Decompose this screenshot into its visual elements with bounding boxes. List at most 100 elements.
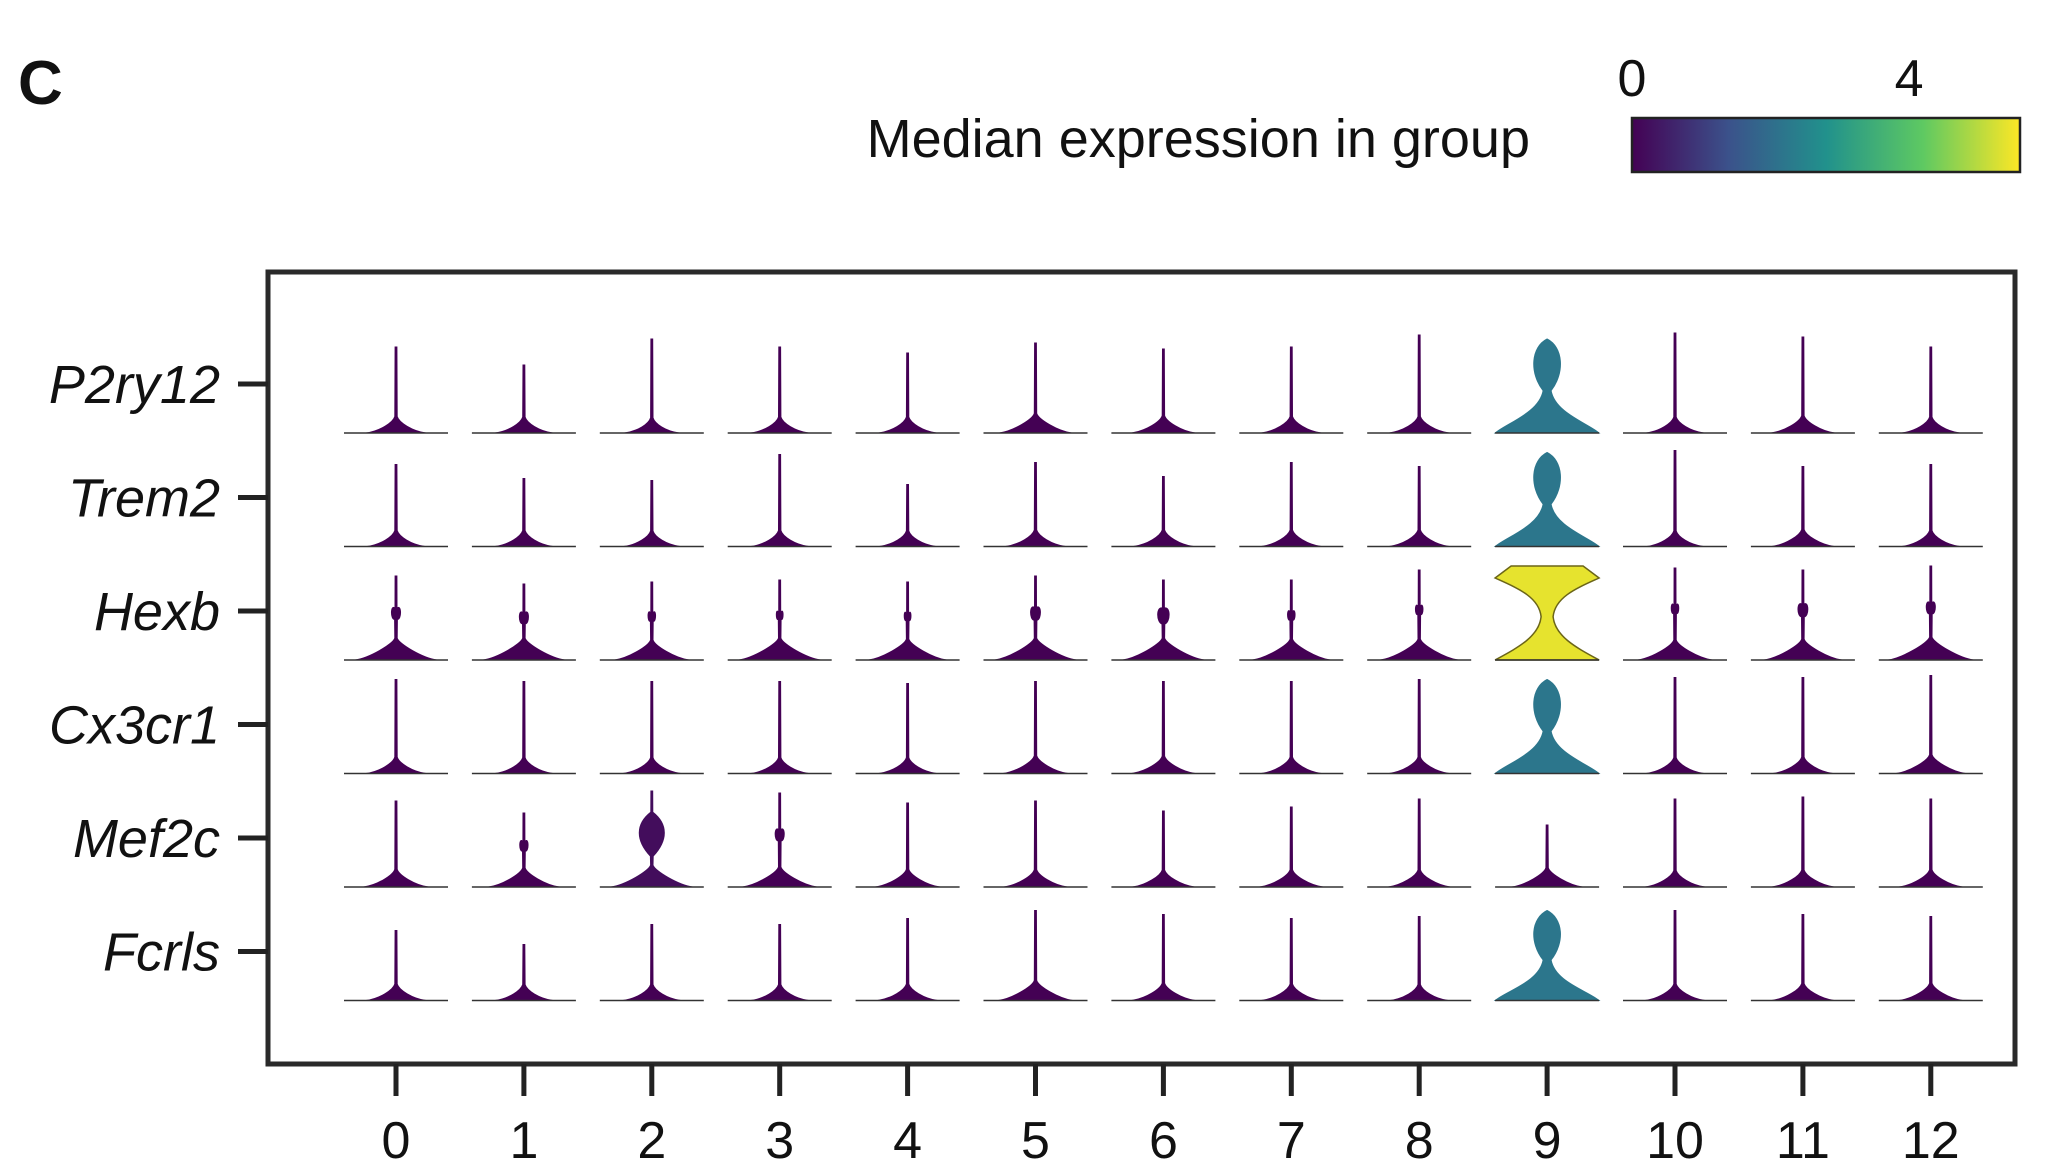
violin-trem2-cluster-1 xyxy=(494,478,553,547)
violin-mef2c-cluster-11 xyxy=(1771,796,1835,888)
violin-mef2c-cluster-8 xyxy=(1388,798,1451,888)
cluster-label-11: 11 xyxy=(1776,1112,1830,1170)
colorbar-tick-label: 0 xyxy=(1618,50,1647,108)
violin-hexb-cluster-6 xyxy=(1122,579,1205,661)
gene-label-hexb: Hexb xyxy=(94,582,220,642)
violin-hexb-cluster-12 xyxy=(1888,565,1974,661)
violin-fcrls-cluster-6 xyxy=(1131,914,1196,1001)
violin-mef2c-cluster-1 xyxy=(488,812,560,888)
violin-trem2-cluster-4 xyxy=(879,484,936,547)
cluster-label-0: 0 xyxy=(382,1112,411,1170)
violin-p2ry12-cluster-8 xyxy=(1389,334,1450,434)
violin-p2ry12-cluster-1 xyxy=(494,364,553,434)
x-axis: 0 1 2 3 4 5 6 7 8 9 10 11 12 xyxy=(382,1064,1960,1170)
violin-cx3cr1-cluster-10 xyxy=(1646,677,1704,774)
violin-hexb-cluster-10 xyxy=(1637,567,1713,661)
violin-cx3cr1-cluster-12 xyxy=(1896,675,1966,774)
violin-group xyxy=(344,332,1983,1002)
violin-hexb-cluster-5 xyxy=(994,575,1077,661)
cluster-label-10: 10 xyxy=(1646,1112,1704,1170)
violin-hexb-cluster-3 xyxy=(738,579,821,661)
violin-trem2-cluster-3 xyxy=(750,454,809,547)
violin-mef2c-cluster-3 xyxy=(742,792,817,888)
violin-hexb-cluster-0 xyxy=(355,575,437,661)
violin-trem2-cluster-10 xyxy=(1646,450,1704,547)
violin-fcrls-cluster-11 xyxy=(1771,914,1835,1001)
violin-hexb-cluster-11 xyxy=(1763,569,1842,661)
violin-hexb-cluster-4 xyxy=(868,581,947,661)
cluster-label-7: 7 xyxy=(1277,1112,1306,1170)
violin-hexb-cluster-8 xyxy=(1380,569,1459,661)
violin-hexb-cluster-2 xyxy=(614,581,690,661)
violin-fcrls-cluster-10 xyxy=(1644,910,1706,1001)
violin-trem2-cluster-6 xyxy=(1133,476,1194,547)
cluster-label-2: 2 xyxy=(637,1112,666,1170)
violin-p2ry12-cluster-7 xyxy=(1261,346,1322,434)
violin-p2ry12-cluster-5 xyxy=(999,342,1072,434)
violin-mef2c-cluster-6 xyxy=(1132,810,1195,888)
violin-p2ry12-cluster-11 xyxy=(1771,336,1835,434)
panel-label: C xyxy=(18,49,63,118)
violin-mef2c-cluster-9 xyxy=(1511,824,1583,888)
violin-mef2c-cluster-2 xyxy=(610,790,693,888)
violin-p2ry12-cluster-0 xyxy=(365,346,427,434)
violin-fcrls-cluster-0 xyxy=(365,930,427,1001)
violin-fcrls-cluster-12 xyxy=(1898,916,1963,1001)
violin-p2ry12-cluster-3 xyxy=(750,346,809,434)
gene-label-mef2c: Mef2c xyxy=(73,809,220,869)
violin-fcrls-cluster-1 xyxy=(494,944,553,1001)
plot-frame xyxy=(265,269,2018,1067)
colorbar-tick-label: 4 xyxy=(1895,50,1924,108)
violin-cx3cr1-cluster-8 xyxy=(1389,679,1450,774)
violin-mef2c-cluster-4 xyxy=(875,802,941,888)
violin-mef2c-cluster-12 xyxy=(1898,798,1963,888)
violin-mef2c-cluster-5 xyxy=(1003,800,1068,888)
violin-trem2-cluster-12 xyxy=(1901,464,1960,547)
violin-p2ry12-cluster-6 xyxy=(1131,348,1196,434)
gene-label-p2ry12: P2ry12 xyxy=(49,355,220,415)
violin-fcrls-cluster-9 xyxy=(1493,909,1601,1001)
violin-fcrls-cluster-5 xyxy=(998,910,1073,1001)
gene-label-cx3cr1: Cx3cr1 xyxy=(49,696,220,756)
violin-fcrls-cluster-2 xyxy=(622,924,681,1001)
violin-trem2-cluster-0 xyxy=(367,464,425,547)
violin-cx3cr1-cluster-5 xyxy=(1002,681,1069,774)
violin-cx3cr1-cluster-9 xyxy=(1493,678,1601,774)
gene-label-fcrls: Fcrls xyxy=(103,923,220,983)
y-axis: P2ry12 Trem2 Hexb Cx3cr1 Mef2c Fcrls xyxy=(49,355,268,983)
violin-p2ry12-cluster-10 xyxy=(1646,332,1704,434)
violin-cx3cr1-cluster-0 xyxy=(365,679,427,774)
cluster-label-1: 1 xyxy=(509,1112,538,1170)
violin-cx3cr1-cluster-7 xyxy=(1261,681,1322,774)
violin-cx3cr1-cluster-6 xyxy=(1131,681,1196,774)
violin-cx3cr1-cluster-11 xyxy=(1772,677,1833,774)
violin-cx3cr1-cluster-3 xyxy=(750,681,809,774)
cluster-label-9: 9 xyxy=(1533,1112,1562,1170)
violin-hexb-cluster-7 xyxy=(1252,579,1331,661)
violin-cx3cr1-cluster-2 xyxy=(622,681,681,774)
violin-p2ry12-cluster-2 xyxy=(624,338,680,434)
cluster-label-4: 4 xyxy=(893,1112,922,1170)
violin-hexb-cluster-9 xyxy=(1493,565,1601,661)
violin-mef2c-cluster-0 xyxy=(363,800,429,888)
colorbar-title: Median expression in group xyxy=(867,109,1530,169)
cluster-label-8: 8 xyxy=(1405,1112,1434,1170)
cluster-label-6: 6 xyxy=(1149,1112,1178,1170)
cluster-label-5: 5 xyxy=(1021,1112,1050,1170)
violin-trem2-cluster-5 xyxy=(1005,462,1066,547)
violin-hexb-cluster-1 xyxy=(483,583,565,661)
violin-fcrls-cluster-7 xyxy=(1261,918,1322,1001)
violin-trem2-cluster-11 xyxy=(1771,466,1835,547)
violin-fcrls-cluster-4 xyxy=(877,918,938,1001)
violin-cx3cr1-cluster-1 xyxy=(494,681,553,774)
violin-mef2c-cluster-7 xyxy=(1259,806,1324,888)
violin-trem2-cluster-7 xyxy=(1261,462,1322,547)
gene-label-trem2: Trem2 xyxy=(68,469,220,529)
cluster-label-12: 12 xyxy=(1902,1112,1960,1170)
cluster-label-3: 3 xyxy=(765,1112,794,1170)
violin-p2ry12-cluster-9 xyxy=(1493,338,1601,434)
violin-p2ry12-cluster-12 xyxy=(1901,346,1960,434)
